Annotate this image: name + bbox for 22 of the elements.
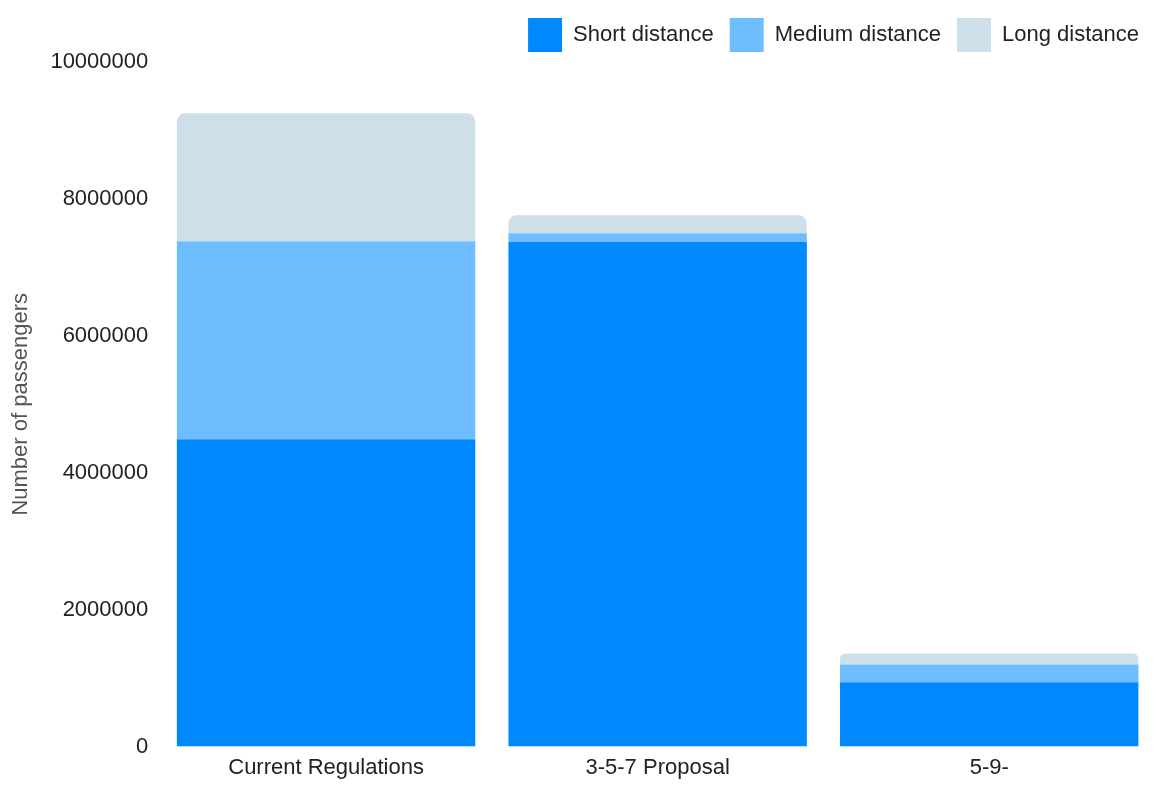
y-tick-label: 8000000 bbox=[62, 184, 149, 210]
x-tick-label: 3-5-7 Proposal bbox=[585, 753, 730, 779]
y-tick-label: 6000000 bbox=[62, 321, 149, 347]
x-tick-label: 5-9- bbox=[969, 753, 1009, 779]
bar bbox=[176, 241, 476, 440]
y-tick-label: 10000000 bbox=[50, 48, 149, 74]
bar bbox=[508, 242, 807, 747]
bar bbox=[508, 233, 807, 243]
bar bbox=[840, 653, 1139, 665]
legend-label: Medium distance bbox=[774, 21, 942, 47]
bar bbox=[508, 215, 807, 234]
y-tick-label: 4000000 bbox=[62, 458, 149, 484]
legend-label: Short distance bbox=[573, 21, 714, 47]
y-tick-label: 0 bbox=[136, 732, 149, 758]
x-tick-label: Current Regulations bbox=[228, 753, 424, 779]
y-tick-label: 2000000 bbox=[62, 595, 149, 621]
bar bbox=[840, 664, 1139, 683]
bar bbox=[840, 682, 1139, 747]
legend-label: Long distance bbox=[1002, 21, 1139, 47]
bar bbox=[176, 439, 476, 747]
bar bbox=[176, 113, 476, 242]
y-axis-title: Number of passengers bbox=[7, 293, 33, 516]
